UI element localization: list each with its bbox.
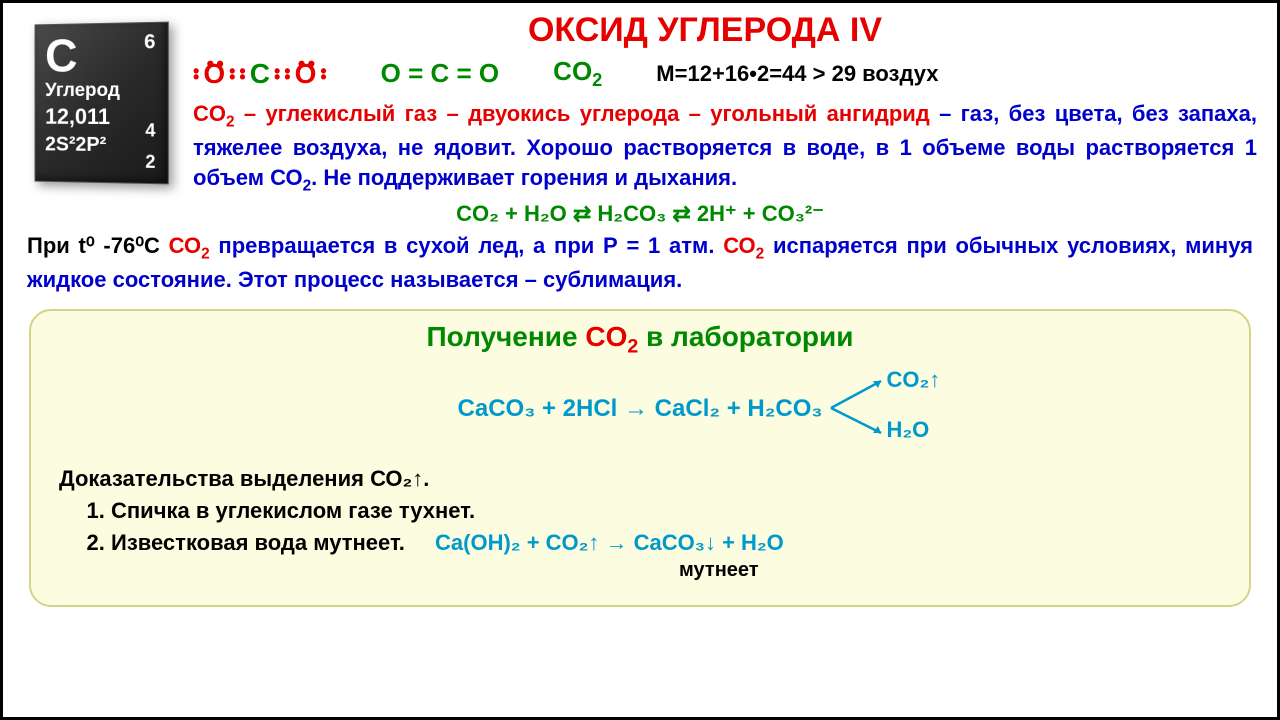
lab-equation: CaCO₃ + 2HCl → CaCl₂ + H₂CO₃ CO₂↑ H₂O <box>458 395 823 423</box>
limewater-equation: Ca(OH)₂ + CO₂↑ → CaCO₃↓ + H₂O <box>435 530 784 555</box>
description-text: CO2 – углекислый газ – двуокись углерода… <box>193 99 1257 197</box>
reaction-branch: CO₂↑ H₂O <box>826 373 966 443</box>
structural-formula: O = C = O <box>381 58 500 89</box>
turbidity-note: мутнеет <box>679 556 1221 585</box>
sublimation-text: При t⁰ -76⁰С СО2 превращается в сухой ле… <box>23 231 1257 295</box>
element-symbol: C <box>45 31 157 78</box>
element-config: 2S²2P² <box>45 134 157 158</box>
branch-bottom: H₂O <box>886 417 929 443</box>
branch-top: CO₂↑ <box>886 367 940 393</box>
proof-section: Доказательства выделения СО₂↑. Спичка в … <box>59 463 1221 586</box>
equilibrium-equation: CO₂ + H₂O ⇄ H₂CO₃ ⇄ 2H⁺ + CO₃²⁻ <box>23 201 1257 227</box>
lewis-structure: •• • • O •• •• C •• •• • • O •• <box>193 58 327 90</box>
element-right4: 4 <box>145 120 155 141</box>
proof-heading: Доказательства выделения СО₂↑. <box>59 463 1221 495</box>
molecular-formula: CO2 <box>553 56 602 91</box>
element-number: 6 <box>144 31 155 54</box>
formula-row: •• • • O •• •• C •• •• • • O •• O = C = … <box>193 56 1257 91</box>
molar-mass: M=12+16•2=44 > 29 воздух <box>656 61 938 87</box>
page-title: ОКСИД УГЛЕРОДА IV <box>153 11 1257 50</box>
element-tile: C 6 Углерод 12,011 4 2S²2P² 2 <box>35 22 169 185</box>
proof-item-1: Спичка в углекислом газе тухнет. <box>111 495 1221 527</box>
lab-section: Получение CO2 в лаборатории CaCO₃ + 2HCl… <box>29 309 1251 607</box>
element-mass: 12,011 <box>45 104 157 130</box>
element-name: Углерод <box>45 80 157 102</box>
lab-title: Получение CO2 в лаборатории <box>59 321 1221 359</box>
element-right2: 2 <box>145 152 155 173</box>
proof-item-2: Известковая вода мутнеет. Ca(OH)₂ + CO₂↑… <box>111 527 1221 559</box>
